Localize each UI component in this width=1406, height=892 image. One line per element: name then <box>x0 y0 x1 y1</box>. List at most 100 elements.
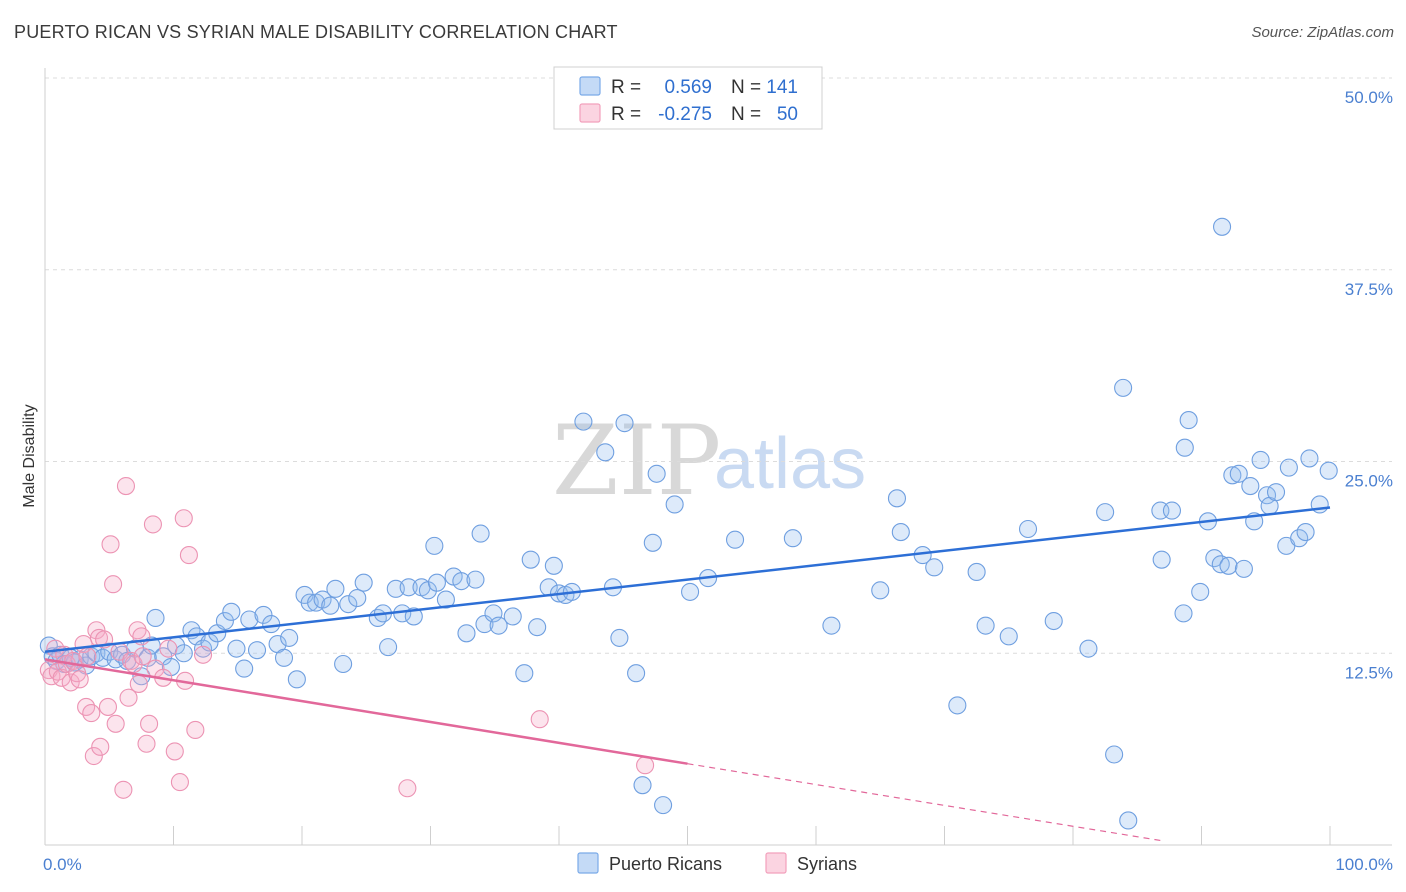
point-puerto-ricans-92 <box>681 582 700 601</box>
gridlines <box>45 77 1392 654</box>
point-puerto-ricans-82 <box>596 443 615 462</box>
point-puerto-ricans-35 <box>247 641 267 660</box>
legend-r-label-0: R = <box>611 77 641 98</box>
point-puerto-ricans-48 <box>334 654 353 674</box>
y-tick-label-2: 37.5% <box>1345 280 1393 299</box>
point-puerto-ricans-30 <box>215 611 234 631</box>
point-puerto-ricans-133 <box>1266 483 1286 502</box>
point-puerto-ricans-75 <box>528 618 547 637</box>
trend-lines <box>44 506 1331 842</box>
bottom-legend-swatch-syrians <box>765 852 787 874</box>
point-syrians-42 <box>174 509 193 528</box>
chart-title: PUERTO RICAN VS SYRIAN MALE DISABILITY C… <box>14 22 618 42</box>
point-syrians-33 <box>133 647 152 666</box>
point-puerto-ricans-115 <box>1162 501 1181 520</box>
point-puerto-ricans-95 <box>783 529 802 548</box>
point-syrians-20 <box>98 697 118 716</box>
point-syrians-10 <box>70 670 89 689</box>
legend-r-value-1: -0.275 <box>658 104 712 125</box>
point-puerto-ricans-84 <box>610 628 629 647</box>
point-puerto-ricans-72 <box>503 607 522 626</box>
point-puerto-ricans-31 <box>222 602 241 621</box>
point-syrians-39 <box>159 639 178 658</box>
point-syrians-35 <box>140 714 159 733</box>
point-puerto-ricans-51 <box>354 573 373 592</box>
point-puerto-ricans-118 <box>1179 411 1198 430</box>
point-puerto-ricans-54 <box>379 638 398 657</box>
legend-r-label-1: R = <box>611 104 641 125</box>
point-syrians-27 <box>119 688 138 707</box>
point-puerto-ricans-33 <box>235 659 254 678</box>
point-puerto-ricans-114 <box>1152 550 1171 569</box>
watermark: ZIP atlas <box>552 405 866 517</box>
point-puerto-ricans-101 <box>925 558 944 577</box>
point-puerto-ricans-140 <box>1319 461 1338 480</box>
point-puerto-ricans-135 <box>1279 458 1298 477</box>
x-tick-label-1: 100.0% <box>1335 855 1393 874</box>
point-puerto-ricans-50 <box>348 588 367 608</box>
point-puerto-ricans-81 <box>574 412 593 431</box>
x-tick-label-0: 0.0% <box>43 855 82 874</box>
y-tick-labels: 12.5% 25.0% 37.5% 50.0% <box>1345 88 1393 682</box>
trend-line-syrians-extension <box>687 763 1164 842</box>
point-puerto-ricans-61 <box>425 536 444 555</box>
point-puerto-ricans-68 <box>471 524 490 543</box>
point-puerto-ricans-66 <box>457 624 476 643</box>
legend-n-value-1: 50 <box>777 104 798 125</box>
point-syrians-23 <box>106 714 125 733</box>
watermark-atlas: atlas <box>714 424 866 504</box>
point-puerto-ricans-46 <box>321 596 340 615</box>
point-puerto-ricans-39 <box>274 648 294 667</box>
point-syrians-31 <box>129 674 148 693</box>
point-syrians-34 <box>137 734 156 753</box>
point-puerto-ricans-122 <box>1211 555 1230 574</box>
point-puerto-ricans-86 <box>627 664 646 683</box>
point-puerto-ricans-102 <box>948 696 967 715</box>
point-puerto-ricans-137 <box>1296 523 1315 542</box>
point-puerto-ricans-73 <box>515 664 534 683</box>
point-puerto-ricans-47 <box>326 579 345 598</box>
point-puerto-ricans-37 <box>262 615 281 634</box>
point-puerto-ricans-41 <box>287 670 306 689</box>
point-puerto-ricans-128 <box>1241 476 1260 496</box>
legend-n-label-1: N = <box>731 104 761 125</box>
point-puerto-ricans-106 <box>1018 519 1038 539</box>
point-puerto-ricans-111 <box>1114 378 1133 397</box>
y-axis-label: Male Disability <box>21 404 38 507</box>
point-syrians-41 <box>170 773 189 792</box>
point-puerto-ricans-123 <box>1213 217 1232 236</box>
point-puerto-ricans-116 <box>1174 604 1193 623</box>
point-syrians-40 <box>165 742 184 761</box>
point-puerto-ricans-36 <box>254 605 273 624</box>
series-puerto-ricans <box>39 217 1338 830</box>
y-tick-label-0: 12.5% <box>1345 663 1393 682</box>
point-puerto-ricans-97 <box>871 581 890 600</box>
bottom-legend: Puerto Ricans Syrians <box>577 852 857 874</box>
point-puerto-ricans-67 <box>466 570 485 589</box>
source-label: Source: ZipAtlas.com <box>1251 24 1394 41</box>
point-syrians-18 <box>91 737 110 756</box>
legend-swatch-puerto-ricans <box>579 76 601 96</box>
legend-swatch-syrians <box>579 103 601 123</box>
bottom-legend-swatch-puerto-ricans <box>577 852 599 874</box>
point-puerto-ricans-130 <box>1251 450 1270 470</box>
point-puerto-ricans-112 <box>1119 811 1138 830</box>
point-syrians-21 <box>101 535 120 554</box>
point-puerto-ricans-104 <box>976 616 995 635</box>
trend-line-syrians <box>44 658 688 765</box>
point-puerto-ricans-127 <box>1234 559 1253 578</box>
point-puerto-ricans-138 <box>1300 449 1319 468</box>
point-syrians-36 <box>143 515 162 534</box>
legend-n-label-0: N = <box>731 77 761 98</box>
point-syrians-49 <box>636 756 655 775</box>
point-syrians-45 <box>186 720 205 740</box>
point-puerto-ricans-119 <box>1191 582 1210 601</box>
point-syrians-48 <box>530 710 549 729</box>
y-tick-label-1: 25.0% <box>1345 472 1393 491</box>
point-syrians-28 <box>122 651 141 670</box>
axes <box>44 68 1392 846</box>
point-puerto-ricans-99 <box>891 523 910 542</box>
point-puerto-ricans-98 <box>887 489 907 508</box>
point-puerto-ricans-49 <box>339 595 358 614</box>
